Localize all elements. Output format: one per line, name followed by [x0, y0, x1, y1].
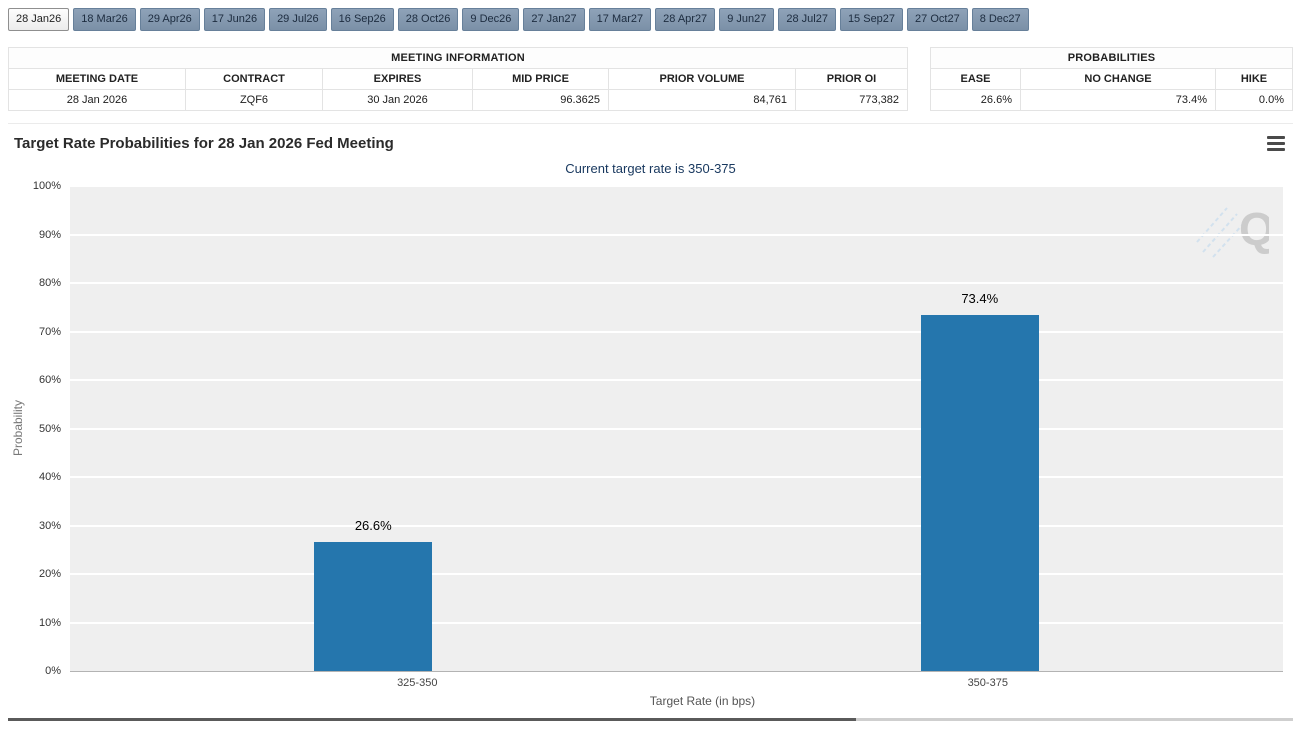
- chart-subtitle: Current target rate is 350-375: [565, 161, 736, 177]
- y-tick-label: 50%: [38, 422, 61, 435]
- table-header-row: EASE NO CHANGE HIKE: [930, 68, 1293, 91]
- tab-15-sep27[interactable]: 15 Sep27: [839, 8, 904, 32]
- x-tick-label-350-375: 350-375: [967, 677, 1008, 690]
- tab-28-oct26[interactable]: 28 Oct26: [397, 8, 459, 32]
- table-header-row: MEETING DATE CONTRACT EXPIRES MID PRICE PRIO…: [8, 68, 908, 91]
- y-tick-label: 40%: [38, 471, 61, 484]
- table-title: PROBABILITIES: [930, 47, 1293, 70]
- x-tick-label-325-350: 325-350: [397, 677, 438, 690]
- bar-325-350[interactable]: [314, 542, 433, 672]
- chart-area: Probability Q 0% 10% 20% 30% 40% 50% 60% 70% 80%…: [8, 180, 1293, 709]
- tab-28-apr27[interactable]: 28 Apr27: [655, 8, 716, 32]
- gridline: [70, 282, 1283, 285]
- column-header-hike: HIKE: [1215, 68, 1293, 91]
- tab-28-jul27[interactable]: 28 Jul27: [778, 8, 836, 32]
- cell-prior-volume: 84,761: [608, 89, 796, 112]
- table-data-row: 28 Jan 2026 ZQF6 30 Jan 2026 96.3625 84,761 7…: [8, 89, 908, 112]
- cell-no-change: 73.4%: [1020, 89, 1216, 112]
- cell-expires: 30 Jan 2026: [322, 89, 473, 112]
- meeting-information-table: MEETING INFORMATION MEETING DATE CONTRACT E…: [8, 47, 908, 112]
- gridline: [70, 330, 1283, 333]
- bottom-divider-dark-segment: [8, 718, 857, 722]
- y-tick-label: 0%: [45, 665, 61, 678]
- table-data-row: 26.6% 73.4% 0.0%: [930, 89, 1293, 112]
- tab-18-mar26[interactable]: 18 Mar26: [73, 8, 136, 32]
- y-tick-label: 30%: [38, 519, 61, 532]
- tab-27-oct27[interactable]: 27 Oct27: [907, 8, 968, 32]
- table-title: MEETING INFORMATION: [8, 47, 908, 70]
- x-axis-ticks: 325-350 350-375: [132, 672, 1273, 690]
- bottom-divider: [8, 718, 1293, 722]
- plot-area: Q 0% 10% 20% 30% 40% 50% 60% 70% 80% 90% 100% 26.6%…: [33, 180, 1283, 677]
- chart-title: Target Rate Probabilities for 28 Jan 202…: [14, 135, 394, 153]
- gridline: [70, 379, 1283, 382]
- bar-350-375[interactable]: [920, 315, 1039, 672]
- meeting-information-table-grid: MEETING INFORMATION MEETING DATE CONTRACT E…: [8, 47, 908, 112]
- watermark-letter: Q: [1239, 203, 1269, 255]
- bar-value-label-325-350: 26.6%: [354, 518, 392, 534]
- tab-29-apr26[interactable]: 29 Apr26: [139, 8, 200, 32]
- column-header-no-change: NO CHANGE: [1020, 68, 1216, 91]
- quikstrike-watermark-icon: Q: [1195, 200, 1275, 263]
- column-header-mid-price: MID PRICE: [472, 68, 609, 91]
- meeting-date-tabs: 28 Jan26 18 Mar26 29 Apr26 17 Jun26 29 Jul26…: [8, 8, 1293, 32]
- tab-16-sep26[interactable]: 16 Sep26: [330, 8, 394, 32]
- cell-hike: 0.0%: [1215, 89, 1293, 112]
- column-header-expires: EXPIRES: [322, 68, 473, 91]
- gridline: [70, 621, 1283, 624]
- probabilities-table-grid: PROBABILITIES EASE NO CHANGE HIKE 26.6% 73.4%…: [930, 47, 1293, 112]
- column-header-contract: CONTRACT: [185, 68, 323, 91]
- gridline: [70, 427, 1283, 430]
- tab-8-dec27[interactable]: 8 Dec27: [971, 8, 1029, 32]
- summary-tables: MEETING INFORMATION MEETING DATE CONTRACT E…: [8, 47, 1293, 112]
- chart-header: Target Rate Probabilities for 28 Jan 202…: [8, 134, 1293, 155]
- gridline: [70, 233, 1283, 236]
- tab-17-mar27[interactable]: 17 Mar27: [588, 8, 652, 32]
- y-tick-label: 20%: [38, 568, 61, 581]
- cell-prior-oi: 773,382: [795, 89, 908, 112]
- y-tick-label: 80%: [38, 277, 61, 290]
- table-title-row: PROBABILITIES: [930, 47, 1293, 70]
- x-axis-title: Target Rate (in bps): [649, 694, 756, 709]
- bar-value-label-350-375: 73.4%: [961, 291, 999, 307]
- tab-28-jan26[interactable]: 28 Jan26: [8, 8, 70, 32]
- column-header-ease: EASE: [930, 68, 1021, 91]
- cell-mid-price: 96.3625: [472, 89, 609, 112]
- probabilities-table: PROBABILITIES EASE NO CHANGE HIKE 26.6% 73.4%…: [930, 47, 1293, 112]
- y-tick-label: 10%: [38, 616, 61, 629]
- column-header-meeting-date: MEETING DATE: [8, 68, 186, 91]
- table-title-row: MEETING INFORMATION: [8, 47, 908, 70]
- y-tick-label: 60%: [38, 374, 61, 387]
- tab-29-jul26[interactable]: 29 Jul26: [269, 8, 327, 32]
- cell-contract: ZQF6: [185, 89, 323, 112]
- hamburger-menu-icon[interactable]: [1265, 134, 1287, 153]
- gridline: [70, 185, 1283, 188]
- gridline: [70, 476, 1283, 479]
- gridline: [70, 573, 1283, 576]
- column-header-prior-oi: PRIOR OI: [795, 68, 908, 91]
- cell-meeting-date: 28 Jan 2026: [8, 89, 186, 112]
- tab-9-jun27[interactable]: 9 Jun27: [719, 8, 775, 32]
- gridline: [70, 524, 1283, 527]
- cell-ease: 26.6%: [930, 89, 1021, 112]
- tab-9-dec26[interactable]: 9 Dec26: [462, 8, 520, 32]
- chart-panel: Target Rate Probabilities for 28 Jan 202…: [8, 123, 1293, 708]
- column-header-prior-volume: PRIOR VOLUME: [608, 68, 796, 91]
- y-tick-label: 70%: [38, 325, 61, 338]
- y-tick-label: 90%: [38, 228, 61, 241]
- tab-17-jun26[interactable]: 17 Jun26: [203, 8, 266, 32]
- tab-27-jan27[interactable]: 27 Jan27: [523, 8, 585, 32]
- y-tick-label: 100%: [32, 180, 61, 193]
- y-axis-title: Probability: [11, 400, 26, 457]
